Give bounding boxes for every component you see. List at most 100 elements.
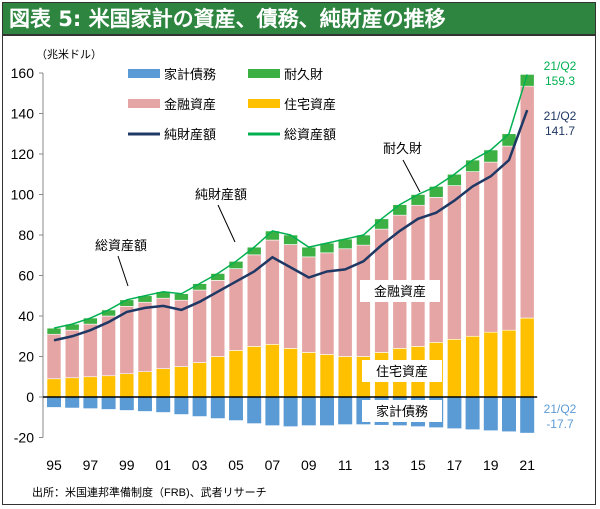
bar-financial	[301, 256, 317, 353]
y-tick-label: 120	[11, 146, 35, 162]
bar-debt	[138, 397, 152, 412]
bar-durables	[101, 309, 116, 317]
legend-swatch	[128, 99, 160, 108]
bar-financial	[428, 197, 444, 343]
bar-debt	[265, 397, 280, 426]
bar-housing	[337, 356, 353, 398]
bar-financial	[283, 244, 298, 349]
bar-housing	[447, 338, 462, 398]
bar-debt	[210, 397, 225, 419]
end-label-date: 21/Q2	[544, 109, 577, 123]
x-tick-label: 11	[338, 457, 353, 473]
bar-debt	[119, 397, 134, 411]
bar-debt	[156, 397, 171, 413]
annotation-housing: 住宅資産	[376, 364, 428, 379]
legend-swatch	[248, 69, 280, 78]
y-tick-label: -20	[14, 430, 34, 446]
bar-housing	[319, 354, 335, 398]
y-tick-label: 100	[11, 187, 35, 203]
bar-debt	[483, 397, 498, 431]
bar-financial	[410, 204, 426, 347]
x-tick-label: 13	[374, 457, 390, 473]
x-tick-label: 19	[483, 457, 499, 473]
total-assets-line	[53, 74, 528, 329]
x-tick-label: 99	[119, 457, 135, 473]
arrow	[402, 159, 421, 193]
end-label-value: -17.7	[546, 417, 574, 431]
legend-label: 純財産額	[164, 127, 216, 142]
unit-label: （兆米ドル）	[36, 48, 102, 61]
chart-frame	[2, 35, 596, 505]
net-worth-line	[53, 109, 529, 342]
x-tick-label: 03	[192, 457, 208, 473]
bar-housing	[64, 377, 80, 398]
arrow	[217, 204, 236, 243]
annotation-debt-box	[362, 400, 442, 422]
bar-debt	[229, 397, 243, 421]
annotation-debt: 家計債務	[376, 404, 428, 419]
bar-debt	[283, 397, 298, 427]
bar-housing	[483, 331, 499, 398]
annotation-financial: 金融資産	[374, 284, 426, 299]
x-tick-label: 01	[155, 457, 171, 473]
legend-label: 耐久財	[284, 67, 323, 82]
bar-housing	[46, 378, 62, 398]
bar-housing	[174, 366, 189, 398]
legend-label: 金融資産	[164, 97, 216, 112]
x-tick-label: 95	[46, 457, 62, 473]
x-tick-label: 97	[83, 457, 99, 473]
bar-financial	[483, 161, 499, 333]
end-label-value: 159.3	[545, 74, 575, 88]
x-tick-label: 07	[265, 457, 281, 473]
bar-housing	[155, 368, 171, 398]
source-note: 出所：米国連邦準備制度（FRB)、武者リサーチ	[32, 485, 267, 499]
arrow	[117, 255, 129, 287]
bar-housing	[83, 376, 98, 398]
bar-debt	[320, 397, 334, 426]
bar-financial	[137, 301, 153, 372]
annotation-financial-box	[360, 280, 440, 302]
x-tick-label: 05	[228, 457, 244, 473]
bar-debt	[465, 397, 480, 430]
bar-debt	[447, 397, 462, 429]
annotation-net-worth: 純財産額	[195, 187, 247, 202]
y-tick-label: 40	[18, 308, 34, 324]
bar-housing	[101, 375, 116, 398]
y-tick-label: 80	[18, 227, 34, 243]
bar-durables	[392, 204, 408, 216]
bar-housing	[501, 329, 517, 398]
bar-durables	[447, 173, 462, 186]
bar-housing	[465, 335, 480, 398]
y-tick-label: 20	[18, 349, 34, 365]
bar-debt	[502, 397, 516, 432]
annotation-total-assets: 総資産額	[95, 238, 147, 253]
end-label-date: 21/Q2	[544, 402, 577, 416]
bar-housing	[210, 356, 226, 398]
bar-financial	[337, 248, 353, 357]
bar-housing	[519, 317, 535, 398]
bar-debt	[65, 397, 80, 408]
bar-financial	[447, 185, 462, 340]
bar-durables	[483, 149, 499, 163]
bar-housing	[283, 348, 298, 398]
legend-label: 住宅資産	[284, 97, 336, 112]
bar-financial	[119, 305, 135, 375]
y-tick-label: 0	[26, 389, 34, 405]
bar-housing	[192, 362, 207, 398]
bar-housing	[119, 373, 135, 398]
bar-debt	[47, 397, 61, 408]
bar-durables	[465, 159, 480, 172]
bar-housing	[246, 346, 262, 398]
bar-debt	[192, 397, 207, 417]
x-tick-label: 17	[447, 457, 463, 473]
bar-durables	[46, 327, 62, 335]
x-tick-label: 09	[301, 457, 317, 473]
y-tick-label: 140	[11, 106, 35, 122]
bar-financial	[465, 171, 480, 337]
bar-housing	[228, 350, 244, 398]
bar-debt	[247, 397, 262, 424]
legend-label: 家計債務	[164, 67, 216, 82]
legend-swatch	[128, 69, 160, 78]
